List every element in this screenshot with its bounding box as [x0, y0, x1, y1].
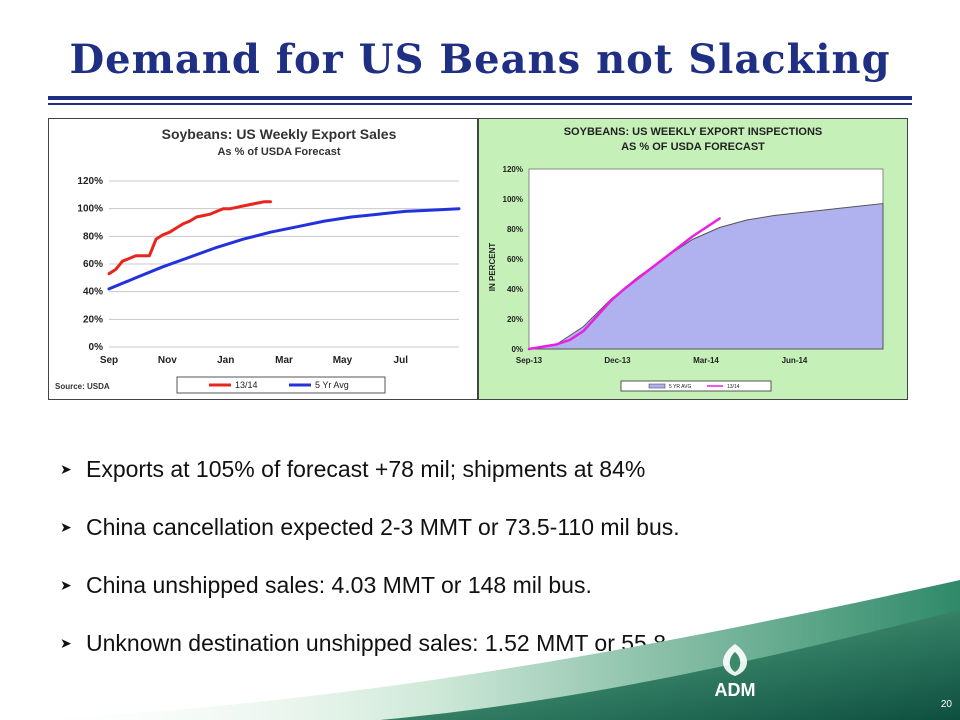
chart2-legend-box [620, 380, 772, 392]
x-tick-label: Jun-14 [782, 356, 808, 365]
chart2-subtitle: AS % OF USDA FORECAST [621, 141, 765, 153]
y-tick-label: 60% [83, 259, 103, 270]
x-tick-label: Sep-13 [516, 356, 543, 365]
y-tick-label: 40% [83, 287, 103, 298]
bullet-text: China unshipped sales: 4.03 MMT or 148 m… [86, 571, 592, 598]
chart2-legend-label-1314: 13/14 [727, 384, 740, 390]
export-inspections-chart: SOYBEANS: US WEEKLY EXPORT INSPECTIONS A… [478, 118, 908, 400]
arrow-bullet-icon: ➤ [60, 460, 72, 477]
y-tick-label: 120% [503, 165, 523, 174]
bullet-text: China cancellation expected 2-3 MMT or 7… [86, 513, 680, 540]
y-tick-label: 80% [83, 231, 103, 242]
y-tick-label: 100% [503, 195, 523, 204]
title-rule-thin [48, 103, 912, 105]
export-inspections-chart-svg: SOYBEANS: US WEEKLY EXPORT INSPECTIONS A… [488, 126, 884, 392]
chart1-legend-box [176, 376, 386, 394]
x-tick-label: Sep [100, 355, 118, 366]
y-tick-label: 0% [511, 345, 523, 354]
chart1-legend-label-5yr: 5 Yr Avg [315, 380, 349, 390]
x-tick-label: Mar-14 [693, 356, 719, 365]
y-tick-label: 120% [77, 176, 103, 187]
series-line-0 [107, 200, 272, 276]
bullet-item: ➤ China unshipped sales: 4.03 MMT or 148 … [60, 556, 940, 614]
leaf-logo-icon [722, 644, 748, 676]
x-tick-label: May [333, 355, 353, 366]
y-tick-label: 0% [89, 342, 104, 353]
bullet-item: ➤ Exports at 105% of forecast +78 mil; sh… [60, 440, 940, 498]
x-tick-label: Jan [217, 355, 234, 366]
chart1-legend-label-1314: 13/14 [235, 380, 258, 390]
title-rule-thick [48, 96, 912, 100]
y-tick-label: 20% [507, 315, 523, 324]
arrow-bullet-icon: ➤ [60, 576, 72, 593]
export-sales-chart: Soybeans: US Weekly Export Sales As % of… [48, 118, 478, 400]
bullet-list: ➤ Exports at 105% of forecast +78 mil; sh… [60, 440, 940, 672]
series-line-1 [107, 207, 461, 291]
bullet-text: Exports at 105% of forecast +78 mil; shi… [86, 455, 646, 482]
chart1-source: Source: USDA [55, 382, 110, 391]
bullet-text: Unknown destination unshipped sales: 1.5… [86, 629, 667, 656]
chart1-subtitle: As % of USDA Forecast [217, 146, 340, 158]
y-tick-label: 40% [507, 285, 523, 294]
x-tick-label: Dec-13 [604, 356, 631, 365]
chart1-title: Soybeans: US Weekly Export Sales [162, 126, 397, 142]
adm-logo: ADM [700, 640, 770, 716]
chart2-legend-swatch-5yr [648, 383, 666, 389]
y-tick-label: 60% [507, 255, 523, 264]
chart2-ylabel: IN PERCENT [488, 243, 497, 292]
x-tick-label: Nov [158, 355, 177, 366]
arrow-bullet-icon: ➤ [60, 518, 72, 535]
y-tick-label: 20% [83, 314, 103, 325]
series-area-0 [528, 202, 884, 350]
bullet-item: ➤ China cancellation expected 2-3 MMT or … [60, 498, 940, 556]
y-tick-label: 100% [77, 204, 103, 215]
arrow-bullet-icon: ➤ [60, 634, 72, 651]
x-tick-label: Mar [275, 355, 293, 366]
decorative-swoosh [0, 580, 960, 720]
y-tick-label: 80% [507, 225, 523, 234]
page-number: 20 [940, 699, 952, 710]
chart2-legend-label-5yr: 5 YR AVG [669, 384, 691, 390]
chart2-title: SOYBEANS: US WEEKLY EXPORT INSPECTIONS [564, 126, 823, 138]
export-sales-chart-svg: Soybeans: US Weekly Export Sales As % of… [55, 126, 461, 394]
series-line-1 [527, 217, 721, 351]
bullet-item: ➤ Unknown destination unshipped sales: 1.… [60, 614, 940, 672]
slide-title: Demand for US Beans not Slacking [69, 36, 891, 83]
logo-text: ADM [714, 680, 756, 700]
x-tick-label: Jul [394, 355, 409, 366]
